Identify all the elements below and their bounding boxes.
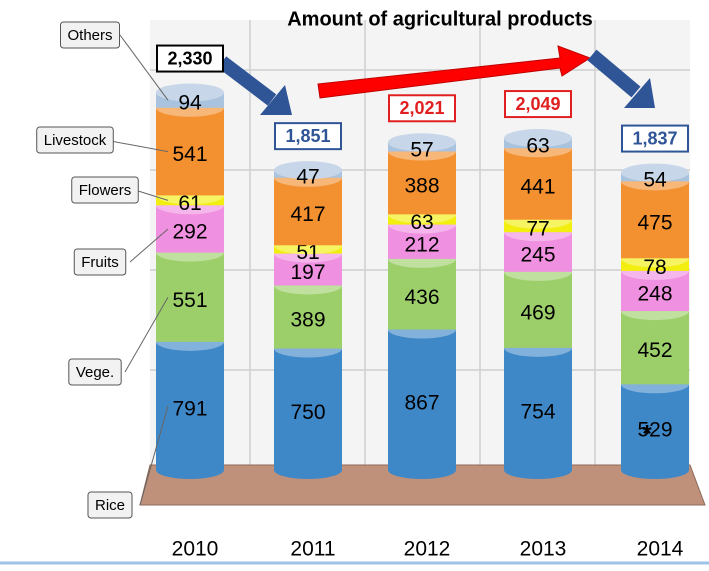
value-label: 867 xyxy=(404,391,439,414)
value-label: 54 xyxy=(643,168,667,191)
year-label: 2010 xyxy=(172,538,219,561)
value-label: 212 xyxy=(404,233,439,256)
value-label: 469 xyxy=(520,301,555,324)
year-label: 2012 xyxy=(404,538,451,561)
value-label: 441 xyxy=(520,176,555,199)
total-label: 1,851 xyxy=(285,126,330,146)
year-label: 2011 xyxy=(290,538,335,561)
value-label: 389 xyxy=(290,309,325,332)
total-label: 2,330 xyxy=(167,48,212,68)
total-label: 2,049 xyxy=(515,94,560,114)
legend-label: Rice xyxy=(95,497,125,514)
value-label: 63 xyxy=(526,135,549,158)
legend-label: Vege. xyxy=(76,364,114,381)
total-label: 1,837 xyxy=(632,128,677,148)
value-label: 248 xyxy=(637,283,672,306)
chart-title: Amount of agricultural products xyxy=(287,8,593,30)
value-label: 245 xyxy=(520,244,555,267)
legend-label: Flowers xyxy=(79,182,132,199)
chart: Amount of agricultural products 791 551 29… xyxy=(0,0,709,566)
value-label: 63 xyxy=(410,211,433,234)
value-label: 750 xyxy=(290,401,325,424)
legend: Rice Vege. Fruits Flowers Livestock Others xyxy=(37,22,168,518)
value-label: 791 xyxy=(172,397,207,420)
year-label: 2014 xyxy=(637,538,684,561)
value-label: 436 xyxy=(404,286,439,309)
legend-label: Fruits xyxy=(81,254,119,271)
note-marker: * xyxy=(642,420,652,447)
value-label: 197 xyxy=(290,261,325,284)
value-label: 452 xyxy=(637,339,672,362)
value-label: 57 xyxy=(410,138,433,161)
value-label: 94 xyxy=(178,92,202,115)
legend-label: Others xyxy=(67,27,112,44)
value-label: 388 xyxy=(404,174,439,197)
year-label: 2013 xyxy=(520,538,567,561)
value-label: 77 xyxy=(526,217,549,240)
value-label: 475 xyxy=(637,211,672,234)
legend-label: Livestock xyxy=(44,132,107,149)
value-label: 551 xyxy=(172,289,207,312)
value-label: 292 xyxy=(172,220,207,243)
backdrop xyxy=(0,20,709,563)
total-label: 2,021 xyxy=(399,98,444,118)
value-label: 78 xyxy=(643,256,666,279)
value-label: 47 xyxy=(296,165,319,188)
value-label: 417 xyxy=(290,203,325,226)
value-label: 754 xyxy=(520,400,555,423)
value-label: 541 xyxy=(172,143,207,166)
